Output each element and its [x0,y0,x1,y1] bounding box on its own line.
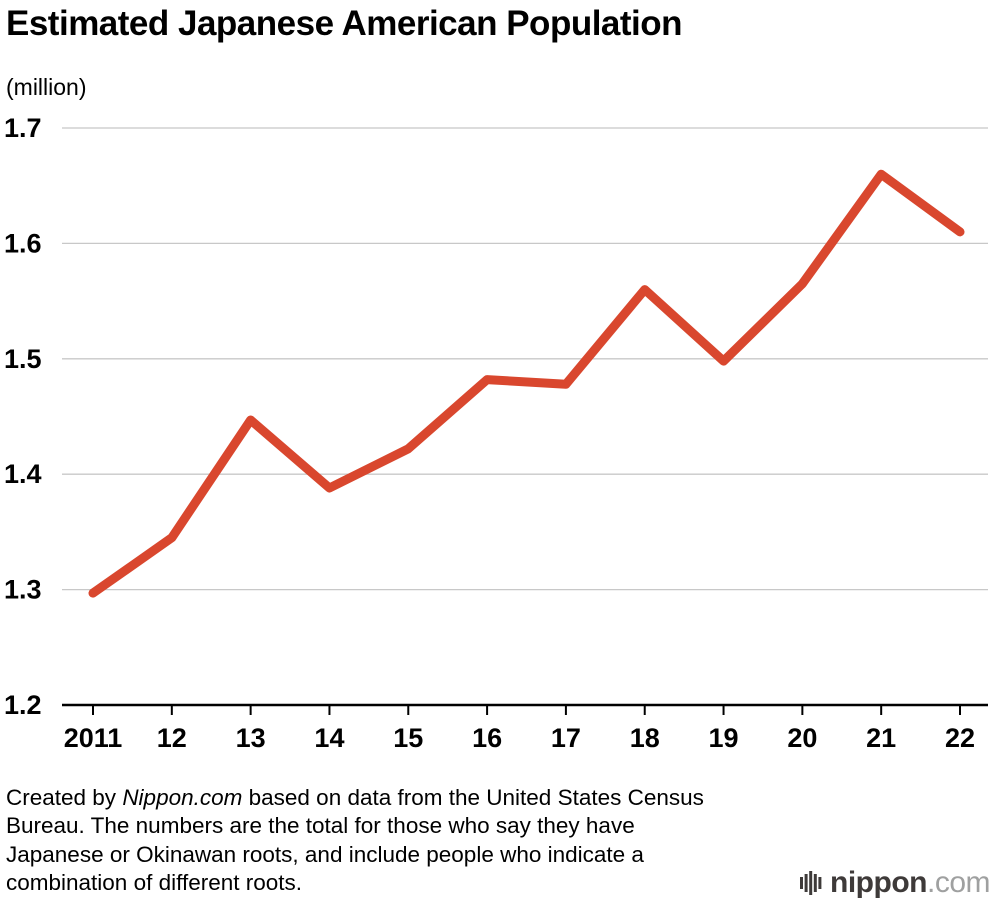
svg-text:18: 18 [630,723,660,753]
y-axis-unit-label: (million) [6,74,87,100]
source-note-italic: Nippon.com [122,785,243,810]
source-note-text: Created by [6,785,123,810]
svg-text:19: 19 [709,723,739,753]
svg-text:13: 13 [236,723,266,753]
logo-text-domain: .com [926,866,991,899]
svg-text:1.4: 1.4 [4,459,42,489]
logo-text-nippon: nippon [830,866,927,899]
nippon-logo: nippon.com [799,866,991,900]
svg-text:22: 22 [945,723,975,753]
source-note-text-2: based on data from the United States Cen… [6,785,704,896]
svg-text:1.5: 1.5 [4,344,42,374]
svg-text:1.7: 1.7 [4,113,42,143]
chart-title: Estimated Japanese American Population [6,4,683,43]
svg-text:15: 15 [393,723,423,753]
svg-text:16: 16 [472,723,502,753]
svg-text:1.6: 1.6 [4,228,42,258]
svg-text:2011: 2011 [64,723,123,753]
svg-text:1.3: 1.3 [4,575,42,605]
svg-text:20: 20 [787,723,817,753]
logo-wordmark: nippon.com [830,866,990,900]
svg-text:14: 14 [314,723,344,753]
svg-text:21: 21 [866,723,896,753]
sound-bars-icon [800,871,822,895]
svg-text:12: 12 [157,723,187,753]
line-chart: 1.2 1.3 1.4 1.5 1.6 1.7 2011 12 13 14 15 16 17 18 19 20… [4,113,988,753]
svg-text:17: 17 [551,723,581,753]
svg-text:1.2: 1.2 [4,690,42,720]
source-note: Created by Nippon.com based on data from… [0,784,706,897]
